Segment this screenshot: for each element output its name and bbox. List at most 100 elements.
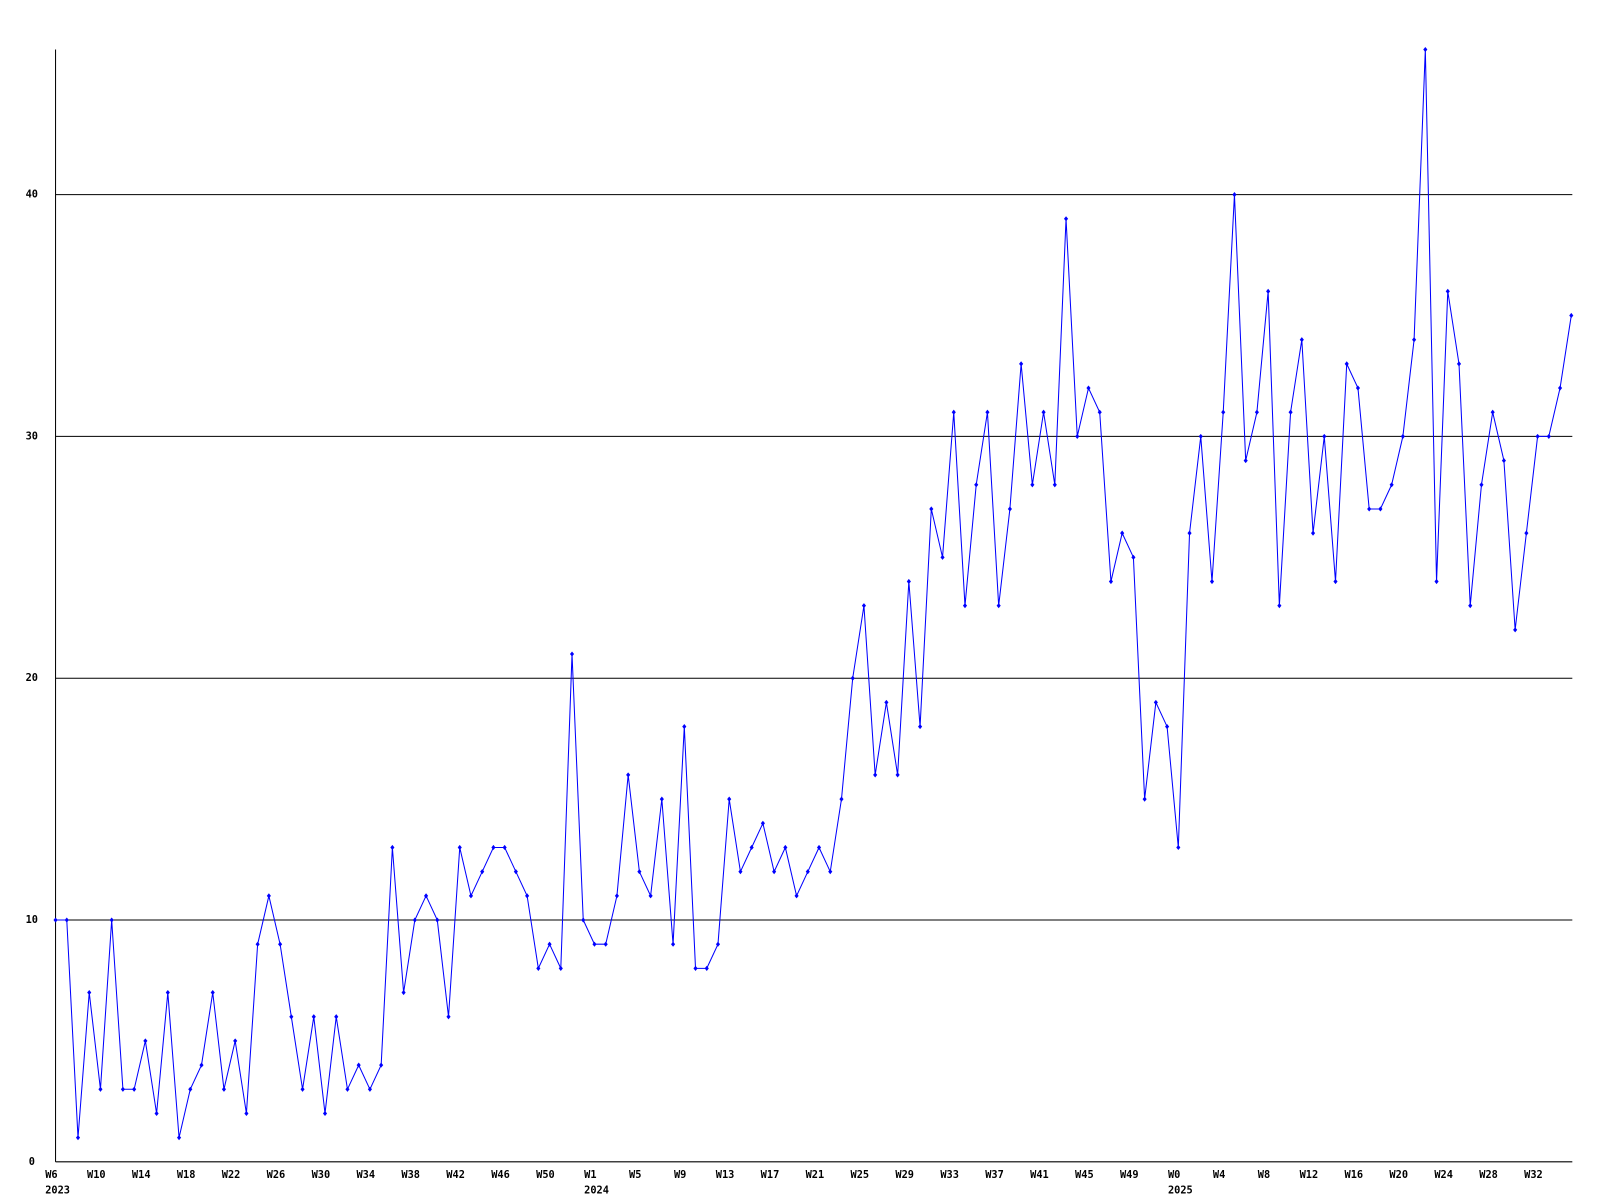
point	[873, 772, 878, 778]
point	[1176, 844, 1181, 851]
point	[176, 1135, 182, 1141]
point	[805, 869, 810, 875]
point	[1254, 409, 1259, 415]
point	[199, 1062, 204, 1068]
x-tick-label: W0	[1168, 1169, 1180, 1181]
point	[1052, 482, 1057, 488]
point	[1400, 433, 1405, 439]
point	[1569, 312, 1574, 319]
point	[637, 869, 642, 875]
x-tick-label: W41	[1030, 1169, 1049, 1181]
x-tick-label: W1	[584, 1169, 596, 1181]
point	[985, 409, 990, 415]
point	[1299, 337, 1304, 343]
point	[1243, 458, 1248, 464]
point	[929, 506, 934, 512]
point	[289, 1014, 294, 1020]
point	[1333, 578, 1338, 585]
point	[468, 893, 474, 899]
x-tick-label: W37	[985, 1169, 1004, 1181]
point	[951, 409, 956, 415]
point	[1557, 385, 1563, 391]
point	[1513, 627, 1518, 633]
point	[940, 554, 945, 560]
x-tick-label: W18	[177, 1169, 196, 1181]
x-tick-label: W42	[446, 1169, 465, 1181]
point	[1546, 433, 1551, 439]
point	[715, 941, 721, 947]
point	[558, 965, 563, 971]
point	[1153, 699, 1158, 705]
point	[828, 869, 833, 875]
point	[379, 1062, 384, 1068]
x-tick-label: W17	[761, 1169, 780, 1181]
point	[760, 820, 765, 826]
year-label: 2025	[1168, 1185, 1193, 1197]
point	[1108, 578, 1114, 585]
point	[1266, 288, 1271, 294]
point	[221, 1086, 227, 1092]
point	[1063, 216, 1069, 222]
series-line	[55, 49, 1572, 1138]
point	[1322, 433, 1327, 439]
x-tick-label: W9	[674, 1169, 686, 1181]
x-tick-label: W32	[1524, 1169, 1543, 1181]
point	[480, 869, 485, 875]
point	[1389, 482, 1394, 488]
point	[1490, 409, 1495, 415]
point	[693, 965, 698, 971]
point	[1097, 409, 1102, 415]
point	[1007, 506, 1012, 512]
point	[390, 844, 395, 851]
point	[1041, 409, 1046, 415]
point	[1434, 578, 1439, 585]
point	[918, 723, 923, 730]
x-tick-label: W46	[491, 1169, 510, 1181]
point	[525, 893, 530, 899]
point	[491, 844, 496, 851]
x-tick-label: W25	[851, 1169, 870, 1181]
point	[772, 869, 777, 875]
point	[738, 869, 743, 875]
x-tick-label: W24	[1434, 1169, 1453, 1181]
x-tick-label: W10	[87, 1169, 106, 1181]
point	[75, 1135, 81, 1141]
point	[895, 772, 900, 778]
x-tick-label: W22	[222, 1169, 241, 1181]
point	[1209, 578, 1215, 585]
x-tick-label: W21	[806, 1169, 825, 1181]
x-tick-label: W30	[312, 1169, 331, 1181]
point	[188, 1086, 193, 1092]
x-tick-label: W5	[629, 1169, 641, 1181]
point	[1198, 433, 1203, 439]
point	[300, 1086, 305, 1092]
x-tick-label: W20	[1389, 1169, 1408, 1181]
point	[536, 965, 541, 971]
point	[1355, 385, 1361, 391]
point	[884, 699, 889, 705]
x-tick-label: W6	[45, 1169, 57, 1181]
point	[1142, 796, 1147, 802]
point	[513, 869, 518, 875]
point	[334, 1014, 339, 1020]
point	[1501, 458, 1506, 464]
x-tick-label: W28	[1479, 1169, 1498, 1181]
point	[345, 1086, 350, 1092]
point	[592, 941, 597, 947]
point	[322, 1110, 328, 1117]
point	[783, 844, 788, 851]
point	[1445, 288, 1450, 294]
point	[154, 1110, 159, 1117]
point	[648, 893, 653, 899]
point	[1344, 361, 1349, 367]
x-tick-label: W38	[401, 1169, 420, 1181]
point	[255, 941, 260, 947]
point	[1120, 530, 1125, 536]
point	[356, 1062, 361, 1068]
point	[1232, 192, 1237, 198]
point	[266, 893, 271, 899]
point	[1367, 506, 1372, 512]
point	[1524, 530, 1529, 536]
point	[1086, 385, 1091, 391]
point	[996, 603, 1001, 609]
